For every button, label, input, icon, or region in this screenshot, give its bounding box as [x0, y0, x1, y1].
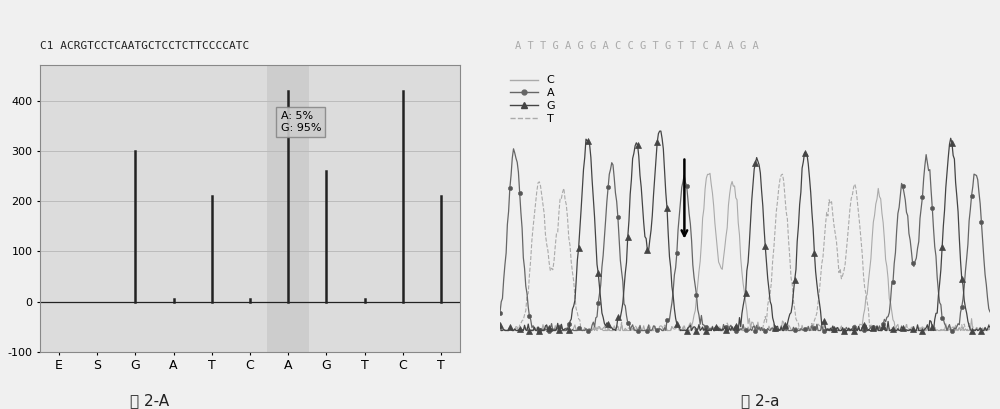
Text: A: 5%
G: 95%: A: 5% G: 95%	[281, 111, 321, 133]
Text: 图 2-a: 图 2-a	[741, 393, 779, 408]
Bar	[267, 65, 309, 352]
Text: 图 2-A: 图 2-A	[130, 393, 170, 408]
Text: C1 ACRGTCCTCAATGCTCCTCTTCCCCATC: C1 ACRGTCCTCAATGCTCCTCTTCCCCATC	[40, 41, 249, 51]
Text: A T T G A G G A C C G T G T T C A A G A: A T T G A G G A C C G T G T T C A A G A	[515, 41, 759, 51]
Legend: C, A, G, T: C, A, G, T	[506, 71, 560, 128]
